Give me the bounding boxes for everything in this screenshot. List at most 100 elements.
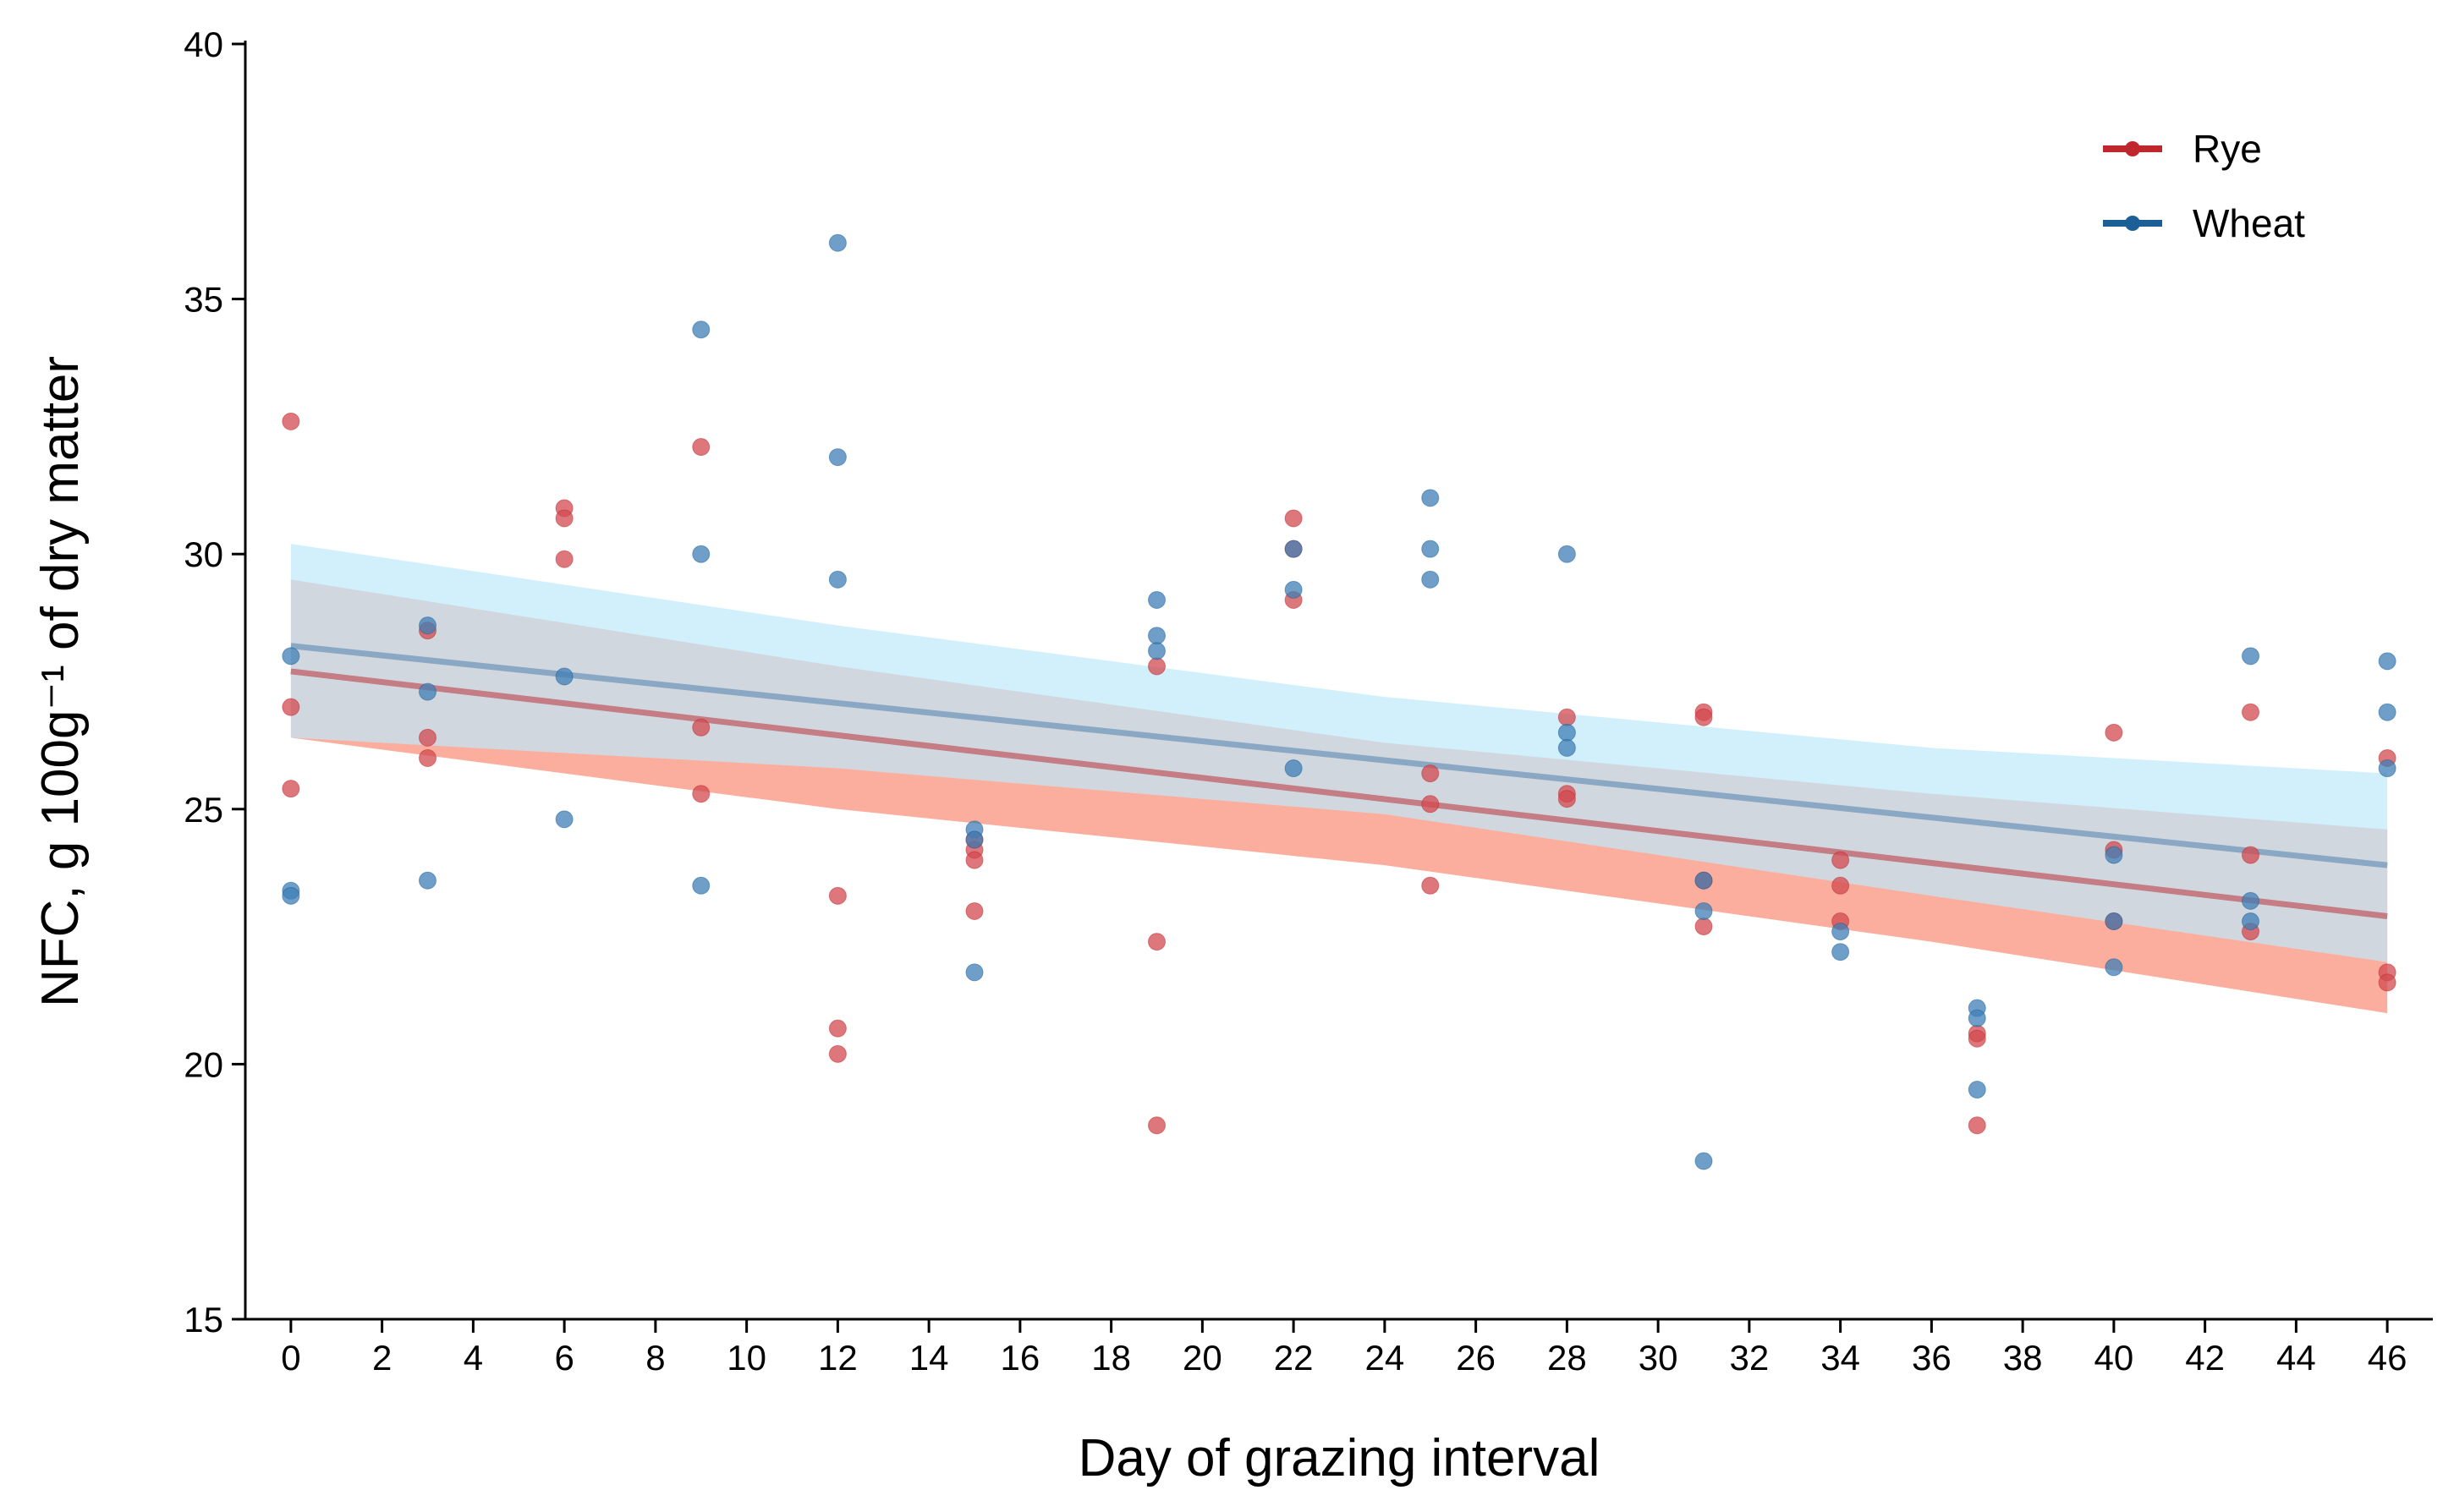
data-point-wheat (1284, 759, 1303, 778)
data-point-rye (965, 901, 984, 920)
legend: Rye Wheat (2103, 127, 2305, 245)
data-point-rye (1421, 876, 1440, 895)
data-point-rye (1968, 1116, 1986, 1135)
fit-line-rye (290, 668, 2388, 919)
data-point-wheat (2378, 759, 2396, 778)
x-tick-label: 30 (1639, 1338, 1678, 1378)
data-point-rye (1148, 657, 1166, 676)
data-point-wheat (1968, 1009, 1986, 1027)
axes (244, 41, 2433, 1321)
data-point-wheat (2105, 846, 2123, 864)
data-point-rye (419, 728, 436, 747)
data-point-wheat (965, 830, 984, 849)
data-point-wheat (1284, 540, 1303, 558)
legend-marker-wheat (2125, 216, 2140, 231)
data-point-wheat (828, 233, 847, 252)
data-point-wheat (2105, 912, 2123, 931)
data-point-wheat (692, 876, 711, 895)
data-point-rye (828, 1044, 847, 1063)
data-point-rye (1284, 509, 1303, 528)
data-point-wheat (1968, 1081, 1986, 1099)
x-tick-label: 20 (1183, 1338, 1222, 1378)
data-point-rye (555, 550, 574, 568)
data-point-rye (692, 785, 711, 803)
data-point-wheat (1284, 580, 1303, 599)
data-point-rye (1148, 933, 1166, 951)
x-tick-label: 32 (1730, 1338, 1770, 1378)
x-tick-label: 26 (1456, 1338, 1496, 1378)
data-point-wheat (1148, 627, 1166, 645)
legend-label-rye: Rye (2193, 127, 2262, 171)
data-point-rye (828, 886, 847, 905)
data-point-rye (965, 851, 984, 869)
data-point-wheat (1694, 871, 1713, 890)
x-tick-label: 36 (1912, 1338, 1952, 1378)
data-point-rye (1421, 795, 1440, 814)
fit-lines (290, 643, 2388, 919)
data-point-wheat (419, 616, 436, 635)
data-point-wheat (2378, 703, 2396, 721)
legend-label-wheat: Wheat (2193, 201, 2305, 245)
data-point-rye (2105, 723, 2123, 742)
y-axis-title: NFC, g 100g⁻¹ of dry matter (31, 356, 90, 1007)
data-point-rye (282, 698, 300, 716)
data-point-wheat (2105, 958, 2123, 977)
y-tick-label: 35 (184, 280, 223, 320)
data-point-rye (1831, 851, 1850, 869)
data-point-wheat (965, 963, 984, 982)
data-point-rye (692, 438, 711, 457)
data-point-rye (1557, 708, 1576, 726)
data-point-wheat (1148, 590, 1166, 609)
x-tick-label: 42 (2185, 1338, 2225, 1378)
y-tick-label: 40 (184, 25, 223, 64)
x-tick-label: 6 (554, 1338, 574, 1378)
data-point-rye (1694, 708, 1713, 726)
data-point-wheat (1694, 901, 1713, 920)
x-tick-label: 4 (464, 1338, 483, 1378)
data-point-rye (419, 748, 436, 767)
x-tick-label: 12 (818, 1338, 858, 1378)
data-point-rye (692, 718, 711, 737)
data-point-wheat (555, 667, 574, 686)
data-point-wheat (692, 545, 711, 563)
data-point-wheat (1557, 723, 1576, 742)
data-point-rye (1557, 790, 1576, 808)
data-point-wheat (1421, 570, 1440, 589)
data-point-wheat (2378, 652, 2396, 671)
data-point-rye (1831, 876, 1850, 895)
data-points (282, 233, 2396, 1170)
data-point-wheat (1421, 540, 1440, 558)
fit-line-wheat (290, 643, 2388, 868)
x-tick-label: 22 (1274, 1338, 1314, 1378)
data-point-rye (1148, 1116, 1166, 1135)
data-point-wheat (1694, 1152, 1713, 1170)
y-tick-label: 25 (184, 790, 223, 830)
x-axis-ticks: 0 2 4 6 8 10 12 14 16 18 20 22 24 26 28 30 32 34 36 38 40 42 4… (281, 1319, 2407, 1378)
data-point-rye (828, 1019, 847, 1038)
y-tick-label: 15 (184, 1300, 223, 1339)
x-tick-label: 44 (2276, 1338, 2316, 1378)
y-axis-ticks: 15 20 25 30 35 40 (184, 25, 245, 1339)
y-tick-label: 30 (184, 534, 223, 574)
data-point-rye (1968, 1029, 1986, 1048)
data-point-rye (282, 412, 300, 430)
data-point-rye (555, 509, 574, 528)
x-tick-label: 46 (2368, 1338, 2407, 1378)
confidence-bands (290, 544, 2388, 1014)
x-tick-label: 38 (2003, 1338, 2043, 1378)
data-point-rye (282, 780, 300, 798)
data-point-wheat (2242, 891, 2259, 910)
data-point-wheat (419, 682, 436, 701)
x-tick-label: 28 (1547, 1338, 1587, 1378)
data-point-wheat (555, 810, 574, 829)
data-point-rye (1421, 764, 1440, 783)
data-point-rye (2242, 703, 2259, 721)
legend-marker-rye (2125, 141, 2140, 156)
x-tick-label: 18 (1091, 1338, 1131, 1378)
data-point-wheat (692, 320, 711, 339)
data-point-wheat (1148, 642, 1166, 660)
data-point-wheat (1557, 545, 1576, 563)
data-point-wheat (1831, 943, 1850, 961)
data-point-rye (2378, 973, 2396, 992)
x-tick-label: 2 (372, 1338, 392, 1378)
